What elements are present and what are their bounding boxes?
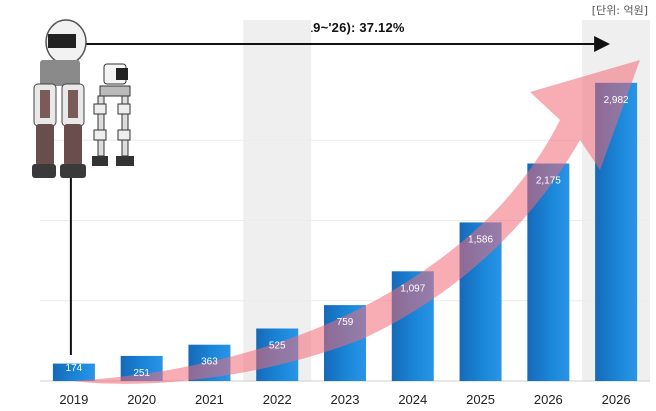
x-tick-label-3: 2022 [263, 392, 292, 407]
x-tick-label-2: 2021 [195, 392, 224, 407]
value-label-5: 1,097 [400, 283, 425, 294]
wearable-robot-2-icon [92, 63, 134, 166]
x-tick-label-5: 2024 [398, 392, 427, 407]
wearable-robot-1-icon [32, 19, 87, 178]
value-labels: 174 251 363 525 759 1,097 1,586 2,175 2,982 [66, 95, 630, 379]
x-tick-label-1: 2020 [127, 392, 156, 407]
bar-2019-0 [52, 363, 95, 381]
highlight-columns [243, 20, 651, 381]
value-label-1: 251 [133, 368, 150, 379]
value-label-3: 525 [269, 341, 286, 352]
highlight-column-0 [243, 20, 312, 381]
x-tick-label-7: 2026 [534, 392, 563, 407]
growth-arrow-shape [72, 60, 640, 384]
unit-label: [단위: 억원] [591, 4, 648, 17]
x-tick-labels: 2019 2020 2021 2022 2023 2024 2025 2026 2026 [59, 392, 630, 407]
value-label-8: 2,982 [604, 95, 629, 106]
x-tick-label-8: 2026 [602, 392, 631, 407]
growth-arrow [72, 60, 640, 384]
value-label-2: 363 [201, 357, 218, 368]
value-label-6: 1,586 [468, 234, 493, 245]
x-tick-label-4: 2023 [331, 392, 360, 407]
value-label-0: 174 [66, 363, 83, 374]
value-label-4: 759 [337, 317, 354, 328]
x-tick-label-0: 2019 [59, 392, 88, 407]
x-tick-label-6: 2025 [466, 392, 495, 407]
value-label-7: 2,175 [536, 176, 561, 187]
